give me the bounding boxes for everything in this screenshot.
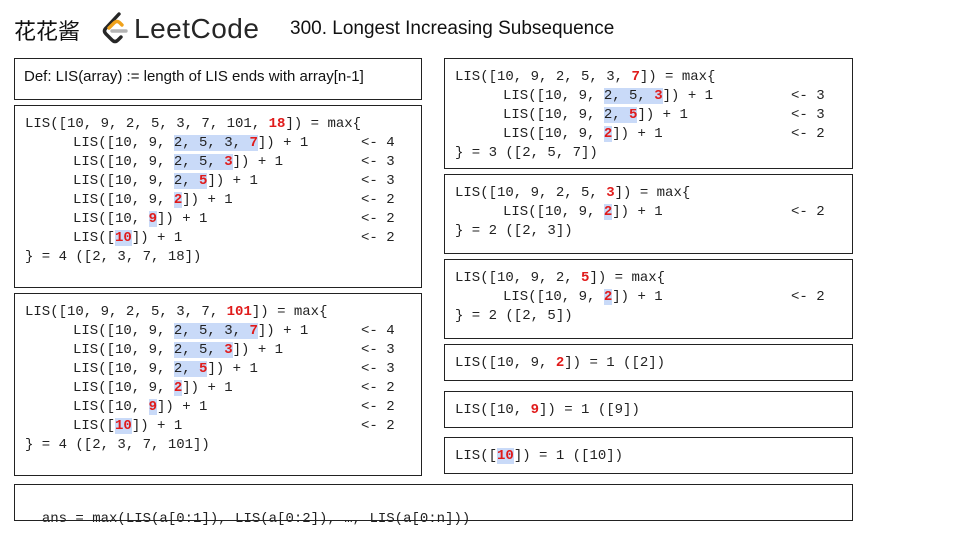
code-line: LIS([10]) + 1 <- 2 — [73, 230, 395, 246]
panel-lis-7: LIS([10, 9, 2, 5, 3, 7]) = max{ LIS([10,… — [444, 58, 853, 169]
definition-box: Def: LIS(array) := length of LIS ends wi… — [14, 58, 422, 100]
logo-text: LeetCode — [134, 13, 260, 44]
code-line: LIS([10, 9, 2, 5]) + 1 <- 3 — [73, 173, 395, 189]
panel-lis-5: LIS([10, 9, 2, 5]) = max{ LIS([10, 9, 2]… — [444, 259, 853, 339]
panel-lis-101: LIS([10, 9, 2, 5, 3, 7, 101]) = max{ LIS… — [14, 293, 422, 476]
brand-label: 花花酱 — [14, 20, 81, 45]
code-line: LIS([10, 9]) + 1 <- 2 — [73, 399, 395, 415]
code-line: LIS([10, 9, 2, 5]) = max{ — [455, 270, 666, 286]
answer-text: ans = max(LIS(a[0:1]), LIS(a[0:2]), …, L… — [41, 511, 471, 527]
code-line: LIS([10, 9]) = 1 ([9]) — [455, 402, 640, 418]
code-line: } = 2 ([2, 5]) — [455, 308, 573, 324]
code-line: LIS([10, 9, 2, 5, 3]) + 1 <- 3 — [73, 342, 395, 358]
leetcode-logo: LeetCode — [100, 11, 259, 47]
panel-lis-9: LIS([10, 9]) = 1 ([9]) — [444, 391, 853, 428]
panel-lis-3: LIS([10, 9, 2, 5, 3]) = max{ LIS([10, 9,… — [444, 174, 853, 254]
code-line: } = 4 ([2, 3, 7, 101]) — [25, 437, 210, 453]
code-line: } = 3 ([2, 5, 7]) — [455, 145, 598, 161]
code-line: } = 2 ([2, 3]) — [455, 223, 573, 239]
code-line: LIS([10, 9, 2]) = 1 ([2]) — [455, 355, 666, 371]
code-line: LIS([10, 9, 2]) + 1 <- 2 — [503, 289, 825, 305]
code-line: LIS([10, 9, 2, 5, 3]) + 1 <- 3 — [503, 88, 825, 104]
code-line: } = 4 ([2, 3, 7, 18]) — [25, 249, 202, 265]
code-line: LIS([10, 9, 2, 5, 3, 7]) = max{ — [455, 69, 716, 85]
code-line: LIS([10, 9, 2, 5, 3]) = max{ — [455, 185, 691, 201]
leetcode-icon — [102, 12, 128, 44]
code-line: LIS([10]) = 1 ([10]) — [455, 448, 624, 464]
code-line: LIS([10, 9, 2, 5]) + 1 <- 3 — [73, 361, 395, 377]
page-title: 300. Longest Increasing Subsequence — [290, 18, 615, 39]
code-line: LIS([10, 9, 2, 5, 3, 7]) + 1 <- 4 — [73, 135, 395, 151]
panel-lis-2: LIS([10, 9, 2]) = 1 ([2]) — [444, 344, 853, 381]
code-line: LIS([10, 9, 2]) + 1 <- 2 — [73, 380, 395, 396]
code-line: LIS([10, 9, 2, 5, 3, 7, 101]) = max{ — [25, 304, 328, 320]
code-line: LIS([10, 9, 2]) + 1 <- 2 — [503, 204, 825, 220]
panel-lis-18: LIS([10, 9, 2, 5, 3, 7, 101, 18]) = max{… — [14, 105, 422, 288]
panel-lis-10: LIS([10]) = 1 ([10]) — [444, 437, 853, 474]
definition-text: Def: LIS(array) := length of LIS ends wi… — [24, 68, 364, 85]
code-line: LIS([10, 9, 2, 5, 3, 7, 101, 18]) = max{ — [25, 116, 362, 132]
code-line: LIS([10, 9, 2, 5, 3, 7]) + 1 <- 4 — [73, 323, 395, 339]
answer-box: ans = max(LIS(a[0:1]), LIS(a[0:2]), …, L… — [14, 484, 853, 527]
code-line: LIS([10, 9, 2]) + 1 <- 2 — [503, 126, 825, 142]
code-line: LIS([10, 9, 2]) + 1 <- 2 — [73, 192, 395, 208]
code-line: LIS([10, 9]) + 1 <- 2 — [73, 211, 395, 227]
code-line: LIS([10]) + 1 <- 2 — [73, 418, 395, 434]
code-line: LIS([10, 9, 2, 5]) + 1 <- 3 — [503, 107, 825, 123]
code-line: LIS([10, 9, 2, 5, 3]) + 1 <- 3 — [73, 154, 395, 170]
